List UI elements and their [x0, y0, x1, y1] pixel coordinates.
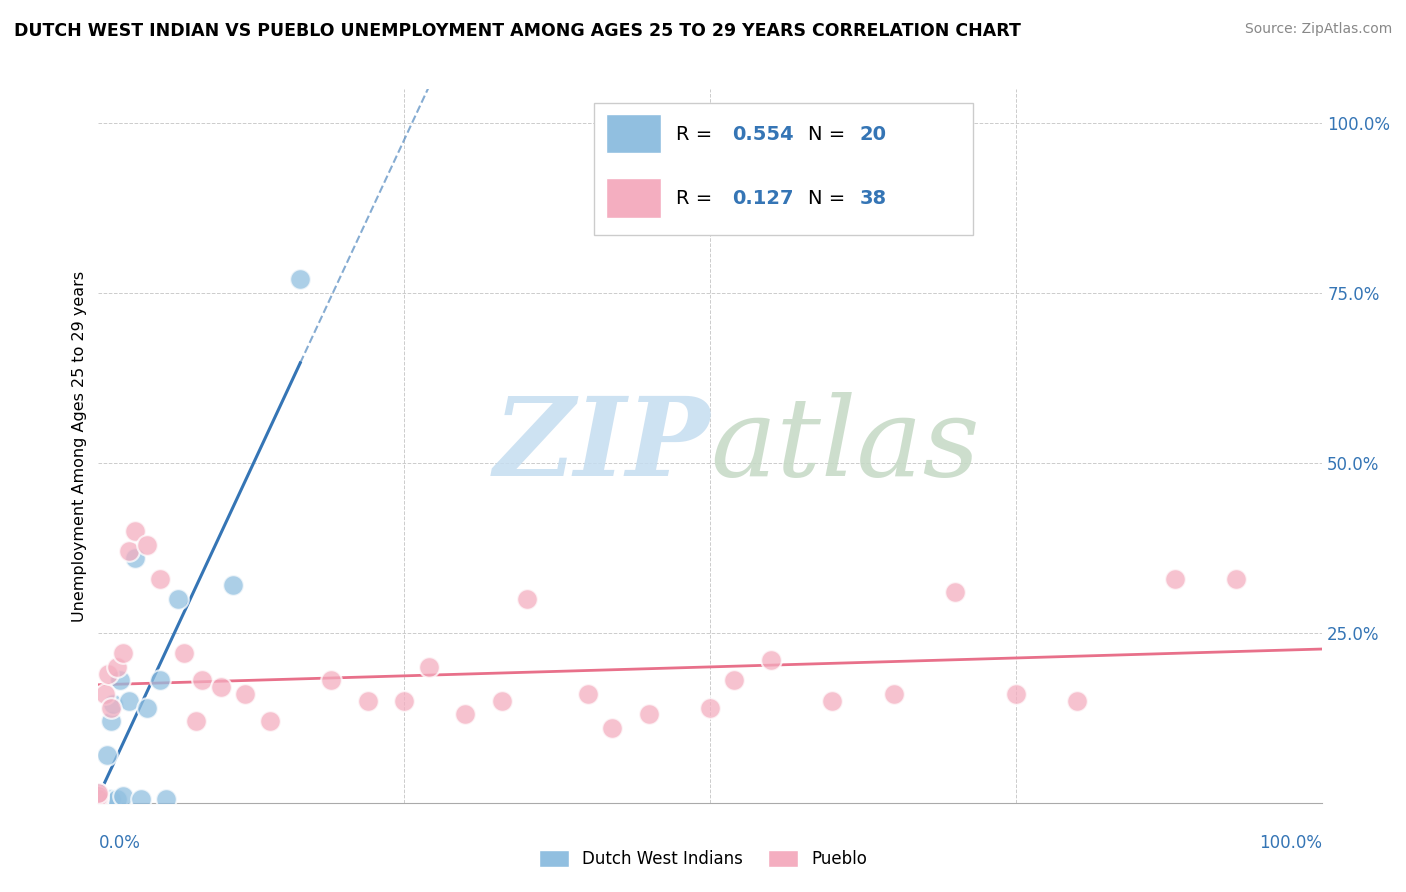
Point	[491, 694, 513, 708]
Text: 100.0%: 100.0%	[1258, 834, 1322, 852]
Point	[191, 673, 214, 688]
Point	[167, 591, 190, 606]
Point	[259, 714, 281, 729]
Text: 0.127: 0.127	[733, 189, 793, 208]
Point	[699, 700, 721, 714]
Point	[356, 694, 378, 708]
Point	[209, 680, 232, 694]
Point	[87, 786, 110, 800]
Point	[100, 700, 122, 714]
Point	[155, 792, 177, 806]
Point	[87, 789, 110, 803]
FancyBboxPatch shape	[606, 114, 661, 153]
Point	[87, 789, 110, 803]
Point	[149, 572, 172, 586]
Point	[186, 714, 208, 729]
Text: 20: 20	[859, 125, 886, 144]
Point	[105, 660, 128, 674]
Legend: Dutch West Indians, Pueblo: Dutch West Indians, Pueblo	[531, 843, 875, 875]
Text: 0.0%: 0.0%	[98, 834, 141, 852]
Point	[101, 698, 124, 712]
Point	[97, 666, 120, 681]
Point	[87, 792, 110, 806]
Point	[1225, 572, 1247, 586]
Text: Source: ZipAtlas.com: Source: ZipAtlas.com	[1244, 22, 1392, 37]
Point	[136, 537, 159, 551]
Y-axis label: Unemployment Among Ages 25 to 29 years: Unemployment Among Ages 25 to 29 years	[72, 270, 87, 622]
Point	[821, 694, 844, 708]
Text: atlas: atlas	[710, 392, 980, 500]
Point	[1004, 687, 1026, 701]
Point	[233, 687, 256, 701]
Point	[515, 591, 537, 606]
Text: R =: R =	[676, 125, 718, 144]
Point	[110, 673, 132, 688]
Point	[111, 646, 134, 660]
Text: ZIP: ZIP	[494, 392, 710, 500]
FancyBboxPatch shape	[593, 103, 973, 235]
Text: N =: N =	[808, 189, 852, 208]
Point	[149, 673, 172, 688]
Point	[93, 687, 115, 701]
Point	[1066, 694, 1088, 708]
Point	[290, 272, 312, 286]
FancyBboxPatch shape	[606, 178, 661, 218]
Point	[576, 687, 599, 701]
Point	[723, 673, 745, 688]
Point	[87, 786, 110, 800]
Point	[761, 653, 783, 667]
Point	[100, 714, 122, 729]
Point	[124, 524, 146, 538]
Point	[454, 707, 477, 722]
Text: 0.554: 0.554	[733, 125, 793, 144]
Point	[600, 721, 623, 735]
Text: N =: N =	[808, 125, 852, 144]
Point	[1164, 572, 1187, 586]
Point	[129, 792, 152, 806]
Point	[93, 796, 115, 810]
Point	[319, 673, 342, 688]
Point	[87, 792, 110, 806]
Point	[136, 700, 159, 714]
Point	[105, 792, 128, 806]
Point	[173, 646, 195, 660]
Point	[100, 792, 122, 806]
Point	[111, 789, 134, 803]
Text: 38: 38	[859, 189, 886, 208]
Point	[96, 748, 118, 763]
Point	[392, 694, 416, 708]
Text: DUTCH WEST INDIAN VS PUEBLO UNEMPLOYMENT AMONG AGES 25 TO 29 YEARS CORRELATION C: DUTCH WEST INDIAN VS PUEBLO UNEMPLOYMENT…	[14, 22, 1021, 40]
Point	[124, 551, 146, 566]
Point	[118, 544, 141, 558]
Point	[418, 660, 440, 674]
Text: R =: R =	[676, 189, 718, 208]
Point	[222, 578, 245, 592]
Point	[883, 687, 905, 701]
Point	[943, 585, 966, 599]
Point	[118, 694, 141, 708]
Point	[638, 707, 661, 722]
